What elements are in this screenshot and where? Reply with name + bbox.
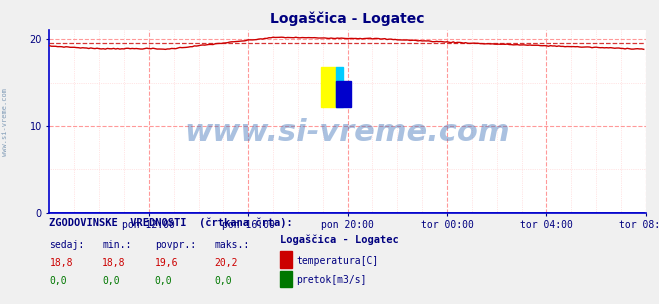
- Text: povpr.:: povpr.:: [155, 240, 196, 250]
- Text: 0,0: 0,0: [49, 276, 67, 286]
- Text: 19,6: 19,6: [155, 258, 179, 268]
- Text: 0,0: 0,0: [214, 276, 232, 286]
- Title: Logaščica - Logatec: Logaščica - Logatec: [270, 12, 425, 26]
- Text: min.:: min.:: [102, 240, 132, 250]
- Text: sedaj:: sedaj:: [49, 240, 84, 250]
- Text: 0,0: 0,0: [155, 276, 173, 286]
- Text: www.si-vreme.com: www.si-vreme.com: [185, 118, 511, 147]
- Text: temperatura[C]: temperatura[C]: [297, 257, 379, 267]
- Text: www.si-vreme.com: www.si-vreme.com: [2, 88, 9, 156]
- Text: 18,8: 18,8: [102, 258, 126, 268]
- Text: 0,0: 0,0: [102, 276, 120, 286]
- Text: 18,8: 18,8: [49, 258, 73, 268]
- Bar: [335, 67, 343, 107]
- Text: 20,2: 20,2: [214, 258, 238, 268]
- Text: pretok[m3/s]: pretok[m3/s]: [297, 275, 367, 285]
- Text: ZGODOVINSKE  VREDNOSTI  (črtkana črta):: ZGODOVINSKE VREDNOSTI (črtkana črta):: [49, 218, 293, 229]
- Text: Logaščica - Logatec: Logaščica - Logatec: [280, 235, 399, 245]
- Bar: [335, 81, 351, 107]
- Bar: [321, 67, 335, 107]
- Text: maks.:: maks.:: [214, 240, 249, 250]
